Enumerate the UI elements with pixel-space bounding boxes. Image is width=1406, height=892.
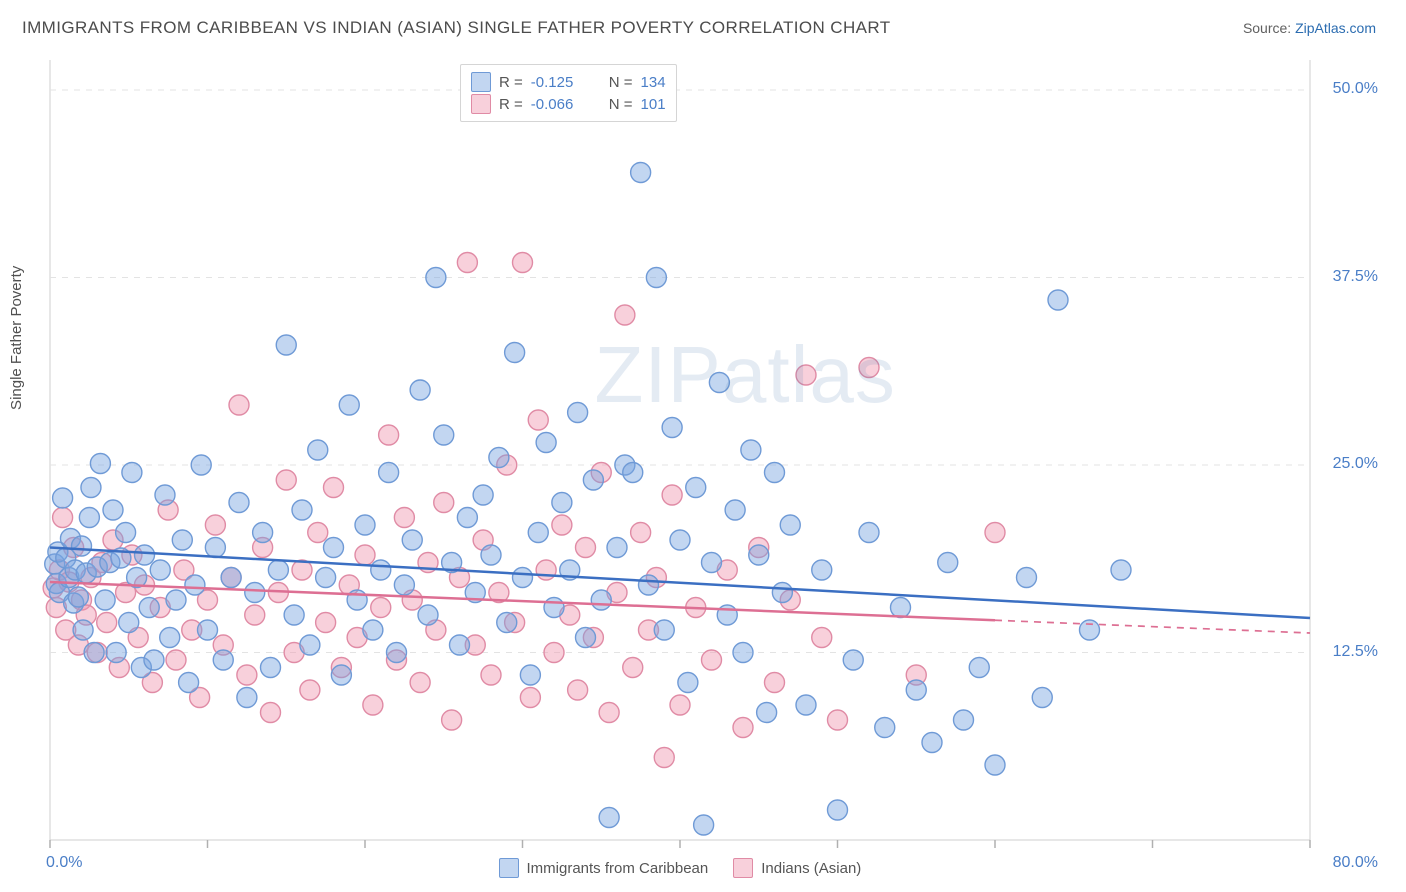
legend-swatch [499, 858, 519, 878]
y-tick-label: 37.5% [1333, 268, 1378, 286]
y-tick-label: 25.0% [1333, 455, 1378, 473]
legend-swatch [733, 858, 753, 878]
series-legend: Immigrants from Caribbean Indians (Asian) [499, 858, 862, 878]
correlation-legend: R = -0.125 N = 134R = -0.066 N = 101 [460, 64, 677, 122]
series-legend-item: Immigrants from Caribbean [499, 858, 709, 878]
legend-row: R = -0.066 N = 101 [471, 93, 666, 115]
series-legend-item: Indians (Asian) [733, 858, 861, 878]
y-tick-label: 50.0% [1333, 80, 1378, 98]
y-tick-label: 12.5% [1333, 643, 1378, 661]
x-axis-min-label: 0.0% [46, 854, 82, 872]
legend-swatch [471, 72, 491, 92]
legend-swatch [471, 94, 491, 114]
x-axis-max-label: 80.0% [1333, 854, 1378, 872]
series-legend-label: Immigrants from Caribbean [527, 860, 709, 877]
series-legend-label: Indians (Asian) [761, 860, 861, 877]
legend-row: R = -0.125 N = 134 [471, 71, 666, 93]
scatter-plot-svg [0, 0, 1406, 892]
